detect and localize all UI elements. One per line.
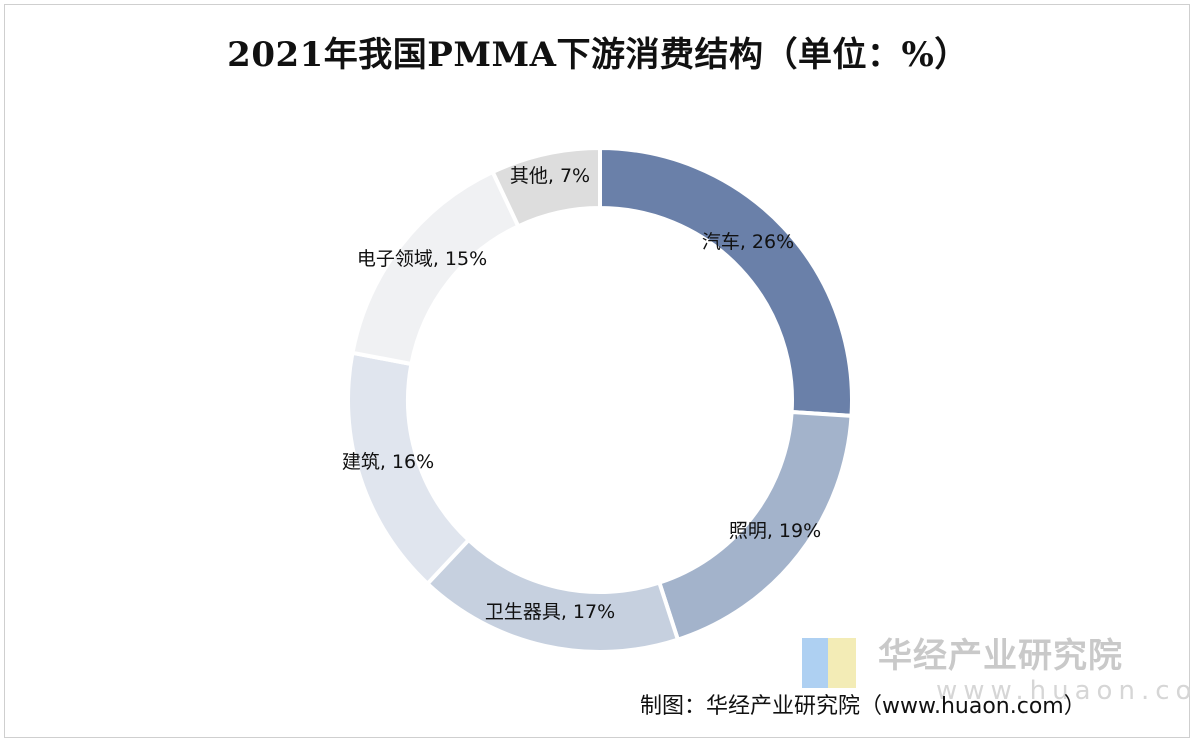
watermark-logo-icon (802, 638, 856, 688)
slice-label-6: 其他, 7% (510, 165, 590, 187)
watermark-url: www.huaon.com (936, 676, 1196, 706)
slice-label-1: 汽车, 26% (702, 231, 794, 253)
donut-slices (346, 145, 854, 654)
slice-label-2: 照明, 19% (729, 520, 821, 542)
slice-1 (598, 145, 854, 418)
watermark-name: 华经产业研究院 (878, 636, 1123, 676)
slice-6 (490, 145, 602, 229)
chart-title: 2021年我国PMMA下游消费结构（单位：%） (227, 35, 969, 75)
watermark-logo-yellow (828, 638, 856, 688)
slice-label-3: 卫生器具, 17% (485, 601, 615, 623)
slice-label-5: 电子领域, 15% (357, 248, 487, 270)
watermark-logo-blue (802, 638, 828, 688)
slice-3 (424, 537, 681, 654)
source-note: 制图：华经产业研究院（www.huaon.com） (640, 694, 1086, 719)
slice-label-4: 建筑, 16% (342, 451, 434, 473)
slice-labels: 汽车, 26% 照明, 19% 卫生器具, 17% 建筑, 16% 电子领域, 15% 其… (342, 165, 821, 623)
